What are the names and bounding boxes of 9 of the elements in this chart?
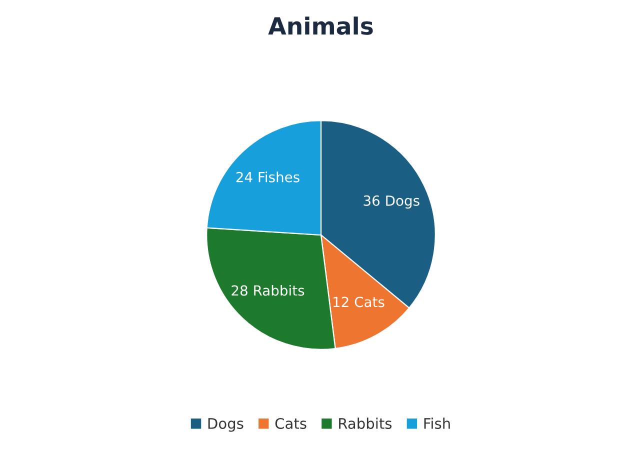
data-label: 12 Cats — [334, 296, 384, 308]
legend-label: Rabbits — [339, 418, 392, 429]
data-label: 24 Fishes — [236, 172, 300, 182]
legend-label: Cats — [275, 418, 306, 429]
data-label: 36 Dogs — [364, 195, 420, 209]
data-label: 28 Rabbits — [232, 284, 304, 296]
legend-label: Dogs — [208, 418, 244, 432]
legend-label: Fish — [424, 418, 450, 429]
chart-title: Animals — [268, 16, 373, 35]
